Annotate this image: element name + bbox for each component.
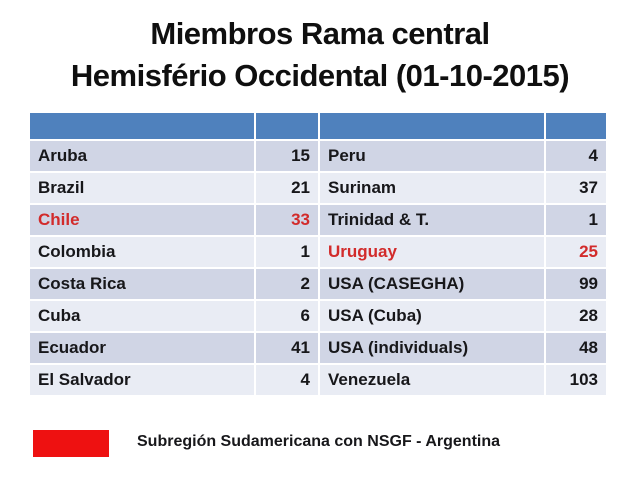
members-cell: 37 — [546, 173, 606, 203]
country-cell: Colombia — [30, 237, 254, 267]
table-row: Ecuador 41 USA (individuals) 48 — [30, 333, 606, 363]
members-cell: 6 — [256, 301, 318, 331]
country-cell: USA (Cuba) — [320, 301, 544, 331]
country-cell: Ecuador — [30, 333, 254, 363]
table-header-cell — [546, 113, 606, 139]
members-cell: 48 — [546, 333, 606, 363]
legend-red-swatch — [33, 430, 109, 457]
slide-title-line2: Hemisfério Occidental (01-10-2015) — [70, 58, 570, 93]
table-row: Cuba 6 USA (Cuba) 28 — [30, 301, 606, 331]
country-cell-highlighted: Uruguay — [320, 237, 544, 267]
slide-title-line1: Miembros Rama central — [150, 16, 490, 51]
members-cell: 4 — [256, 365, 318, 395]
members-cell-highlighted: 25 — [546, 237, 606, 267]
country-cell: Aruba — [30, 141, 254, 171]
slide-title: Miembros Rama central Hemisfério Occiden… — [0, 13, 640, 97]
country-cell-highlighted: Chile — [30, 205, 254, 235]
table-row: Aruba 15 Peru 4 — [30, 141, 606, 171]
country-cell: USA (CASEGHA) — [320, 269, 544, 299]
members-cell: 4 — [546, 141, 606, 171]
country-cell: Costa Rica — [30, 269, 254, 299]
table-row: Colombia 1 Uruguay 25 — [30, 237, 606, 267]
country-cell: Brazil — [30, 173, 254, 203]
members-cell: 103 — [546, 365, 606, 395]
members-cell-highlighted: 33 — [256, 205, 318, 235]
table-header-row — [30, 113, 606, 139]
table-row: Brazil 21 Surinam 37 — [30, 173, 606, 203]
legend-caption: Subregión Sudamericana con NSGF - Argent… — [137, 433, 501, 450]
country-cell: El Salvador — [30, 365, 254, 395]
members-cell: 41 — [256, 333, 318, 363]
table-header-cell — [320, 113, 544, 139]
members-table: Aruba 15 Peru 4 Brazil 21 Surinam 37 Chi… — [30, 113, 606, 395]
members-cell: 2 — [256, 269, 318, 299]
members-cell: 1 — [256, 237, 318, 267]
table-row: Costa Rica 2 USA (CASEGHA) 99 — [30, 269, 606, 299]
members-cell: 21 — [256, 173, 318, 203]
country-cell: Surinam — [320, 173, 544, 203]
table-row: El Salvador 4 Venezuela 103 — [30, 365, 606, 395]
table-row: Chile 33 Trinidad & T. 1 — [30, 205, 606, 235]
members-cell: 28 — [546, 301, 606, 331]
table-header-cell — [30, 113, 254, 139]
country-cell: Cuba — [30, 301, 254, 331]
country-cell: Venezuela — [320, 365, 544, 395]
table-header-cell — [256, 113, 318, 139]
country-cell: Peru — [320, 141, 544, 171]
country-cell: USA (individuals) — [320, 333, 544, 363]
members-cell: 15 — [256, 141, 318, 171]
members-cell: 99 — [546, 269, 606, 299]
country-cell: Trinidad & T. — [320, 205, 544, 235]
members-cell: 1 — [546, 205, 606, 235]
